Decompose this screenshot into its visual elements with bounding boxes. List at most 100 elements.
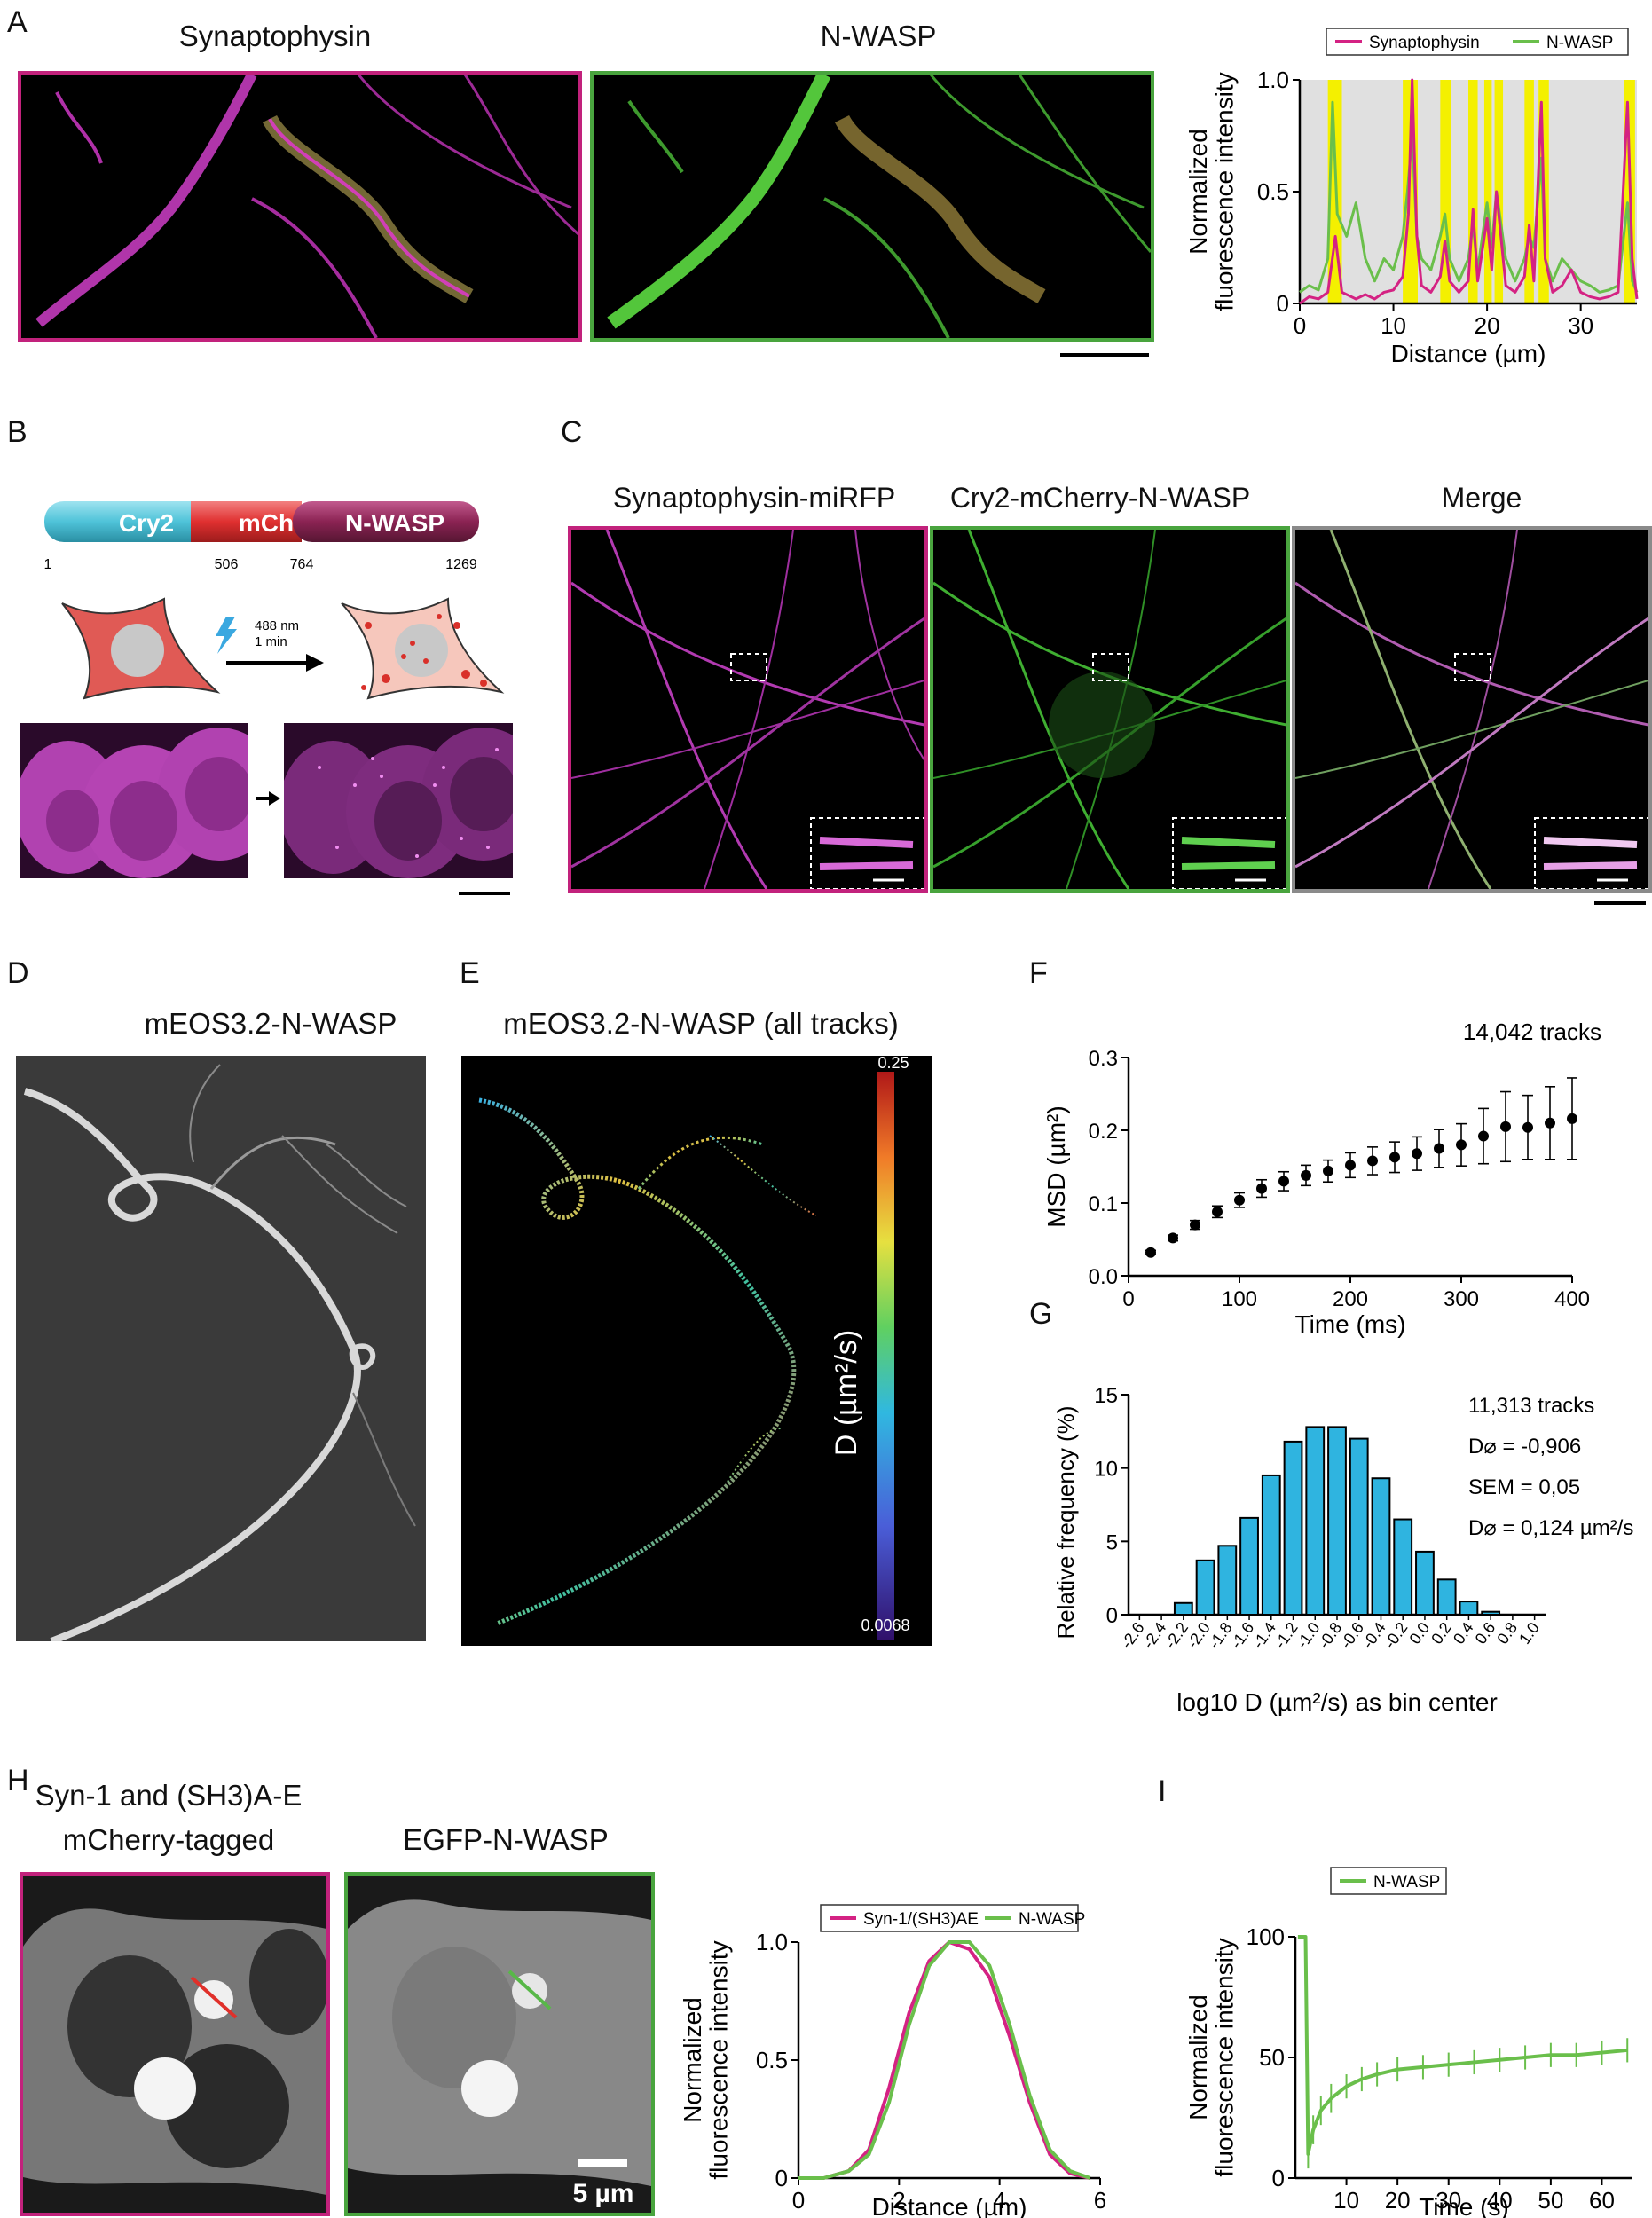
chart-h: 0 2 4 6 0 0.5 1.0 Distance (µm) Normalizedfluore… — [679, 1904, 1106, 2218]
x-tick-label: 6 — [1094, 2187, 1106, 2214]
panel-b-scale-bar — [459, 892, 510, 895]
nucleus-after-icon — [395, 624, 448, 677]
panel-g-annotation-sem: SEM = 0,05 — [1468, 1475, 1580, 1499]
y-tick-label: 100 — [1247, 1923, 1285, 1950]
legend-label: N-WASP — [1373, 1873, 1440, 1892]
x-tick-label: 10 — [1333, 2187, 1359, 2214]
panel-c-title-cry2: Cry2-mCherry-N-WASP — [949, 482, 1251, 514]
x-tick-label: 300 — [1444, 1287, 1479, 1311]
x-tick-label: 0.2 — [1428, 1619, 1455, 1648]
y-axis-label: Normalized — [1184, 1994, 1212, 2120]
panel-c-cry2-image — [930, 526, 1290, 893]
y-axis-label: Normalized — [679, 1997, 706, 2123]
nucleus-before-icon — [111, 624, 164, 677]
stimulus-duration: 1 min — [255, 634, 287, 649]
y-axis-label: fluorescence intensity — [704, 1940, 732, 2179]
x-tick-label: 4 — [993, 2187, 1005, 2214]
panel-d-title: mEOS3.2-N-WASP — [144, 1007, 397, 1040]
construct-pos-1269: 1269 — [445, 557, 477, 572]
y-tick-label: 1.0 — [1257, 67, 1289, 93]
x-tick-label: 40 — [1487, 2187, 1513, 2214]
panel-c-merge-image — [1292, 526, 1652, 893]
arrow-head-icon — [306, 654, 324, 672]
bar — [1283, 1440, 1303, 1616]
panel-label-c: C — [561, 415, 583, 449]
x-tick-label: 0.0 — [1405, 1619, 1433, 1648]
y-tick-label: 0.2 — [1089, 1120, 1118, 1144]
panel-label-d: D — [7, 956, 29, 990]
x-axis-label: Time (s) — [1419, 2193, 1509, 2218]
x-tick-label: 400 — [1554, 1287, 1590, 1311]
cell-illumination-diagram: 488 nm 1 min — [61, 597, 505, 700]
bar — [1415, 1550, 1435, 1616]
y-axis-label: Relative frequency (%) — [1052, 1406, 1079, 1640]
x-axis-label: log10 D (µm²/s) as bin center — [1176, 1688, 1498, 1716]
legend-label: Synaptophysin — [1369, 34, 1480, 52]
x-tick-label: 50 — [1538, 2187, 1563, 2214]
y-tick-label: 0.0 — [1089, 1265, 1118, 1289]
x-axis-label: Time (ms) — [1295, 1310, 1406, 1338]
data-point — [1278, 1176, 1289, 1187]
bar — [1393, 1518, 1413, 1616]
bar — [1239, 1516, 1259, 1616]
construct-pos-1: 1 — [44, 557, 52, 572]
condensate-dots — [361, 614, 487, 690]
y-tick-label: 0 — [775, 2165, 788, 2191]
construct-label-mch: mCh — [239, 509, 294, 537]
y-tick-label: 0 — [1106, 1604, 1118, 1628]
bar — [1261, 1474, 1281, 1616]
highlight-band — [1468, 80, 1478, 303]
y-tick-label: 0.5 — [1257, 178, 1289, 205]
lightning-icon — [216, 617, 237, 654]
panel-h-scale-label: 5 µm — [573, 2179, 634, 2208]
panel-label-a: A — [7, 5, 28, 39]
arrow-right-icon — [256, 791, 280, 806]
panel-a-nwasp-image — [590, 71, 1154, 342]
y-tick-label: 15 — [1094, 1384, 1118, 1408]
y-axis-label: Normalized — [1184, 129, 1212, 255]
panel-c-title-merge: Merge — [1441, 482, 1522, 514]
synaptophysin-micrograph — [35, 75, 578, 338]
data-point — [1256, 1183, 1267, 1194]
data-point — [1389, 1152, 1400, 1163]
y-tick-label: 1.0 — [756, 1929, 788, 1955]
panel-label-g: G — [1029, 1297, 1053, 1331]
x-tick-label: 0.8 — [1493, 1619, 1521, 1648]
x-tick-label: 10 — [1381, 312, 1406, 339]
panel-g-annotation-log-mean: D⌀ = -0,906 — [1468, 1435, 1581, 1459]
data-point — [1456, 1139, 1467, 1151]
construct-diagram: Cry2 mCh N-WASP 1 506 764 1269 — [44, 501, 479, 572]
y-tick-label: 0.1 — [1089, 1192, 1118, 1216]
colorbar-gradient — [877, 1072, 894, 1640]
bar — [1436, 1578, 1457, 1616]
colorbar-max: 0.25 — [877, 1056, 909, 1072]
construct-pos-506: 506 — [215, 557, 239, 572]
panel-a-scale-bar — [1060, 353, 1149, 357]
data-point — [1145, 1247, 1156, 1258]
legend-label: N-WASP — [1546, 34, 1613, 52]
bar — [1327, 1426, 1347, 1616]
x-tick-label: 2 — [893, 2187, 905, 2214]
panel-d-image — [16, 1056, 426, 1641]
nwasp-micrograph — [607, 75, 1151, 338]
chart-a: 0 10 20 30 0 0.5 1.0 Distance (µm) Normalizedflu… — [1184, 28, 1639, 367]
bar — [1173, 1601, 1193, 1616]
x-axis-label: Distance (µm) — [872, 2193, 1027, 2218]
x-tick-label: 0.4 — [1450, 1619, 1477, 1648]
panel-h-title-syn1: Syn-1 and (SH3)A-E — [35, 1779, 303, 1812]
bar — [1481, 1610, 1501, 1616]
data-point — [1323, 1165, 1333, 1176]
y-tick-label: 0 — [1272, 2165, 1285, 2191]
data-point — [1500, 1121, 1511, 1132]
panel-h-title-tag: mCherry-tagged — [62, 1823, 275, 1856]
data-point — [1367, 1155, 1378, 1167]
panel-a-title-synaptophysin: Synaptophysin — [178, 20, 372, 52]
highlight-band — [1483, 80, 1492, 303]
data-point — [1567, 1113, 1577, 1124]
y-tick-label: 0.3 — [1089, 1047, 1118, 1071]
colorbar-min: 0.0068 — [861, 1616, 909, 1634]
data-point — [1345, 1160, 1356, 1171]
panel-b-after-image — [284, 723, 513, 878]
construct-segment-cry2 — [44, 501, 222, 542]
data-point — [1212, 1206, 1223, 1217]
